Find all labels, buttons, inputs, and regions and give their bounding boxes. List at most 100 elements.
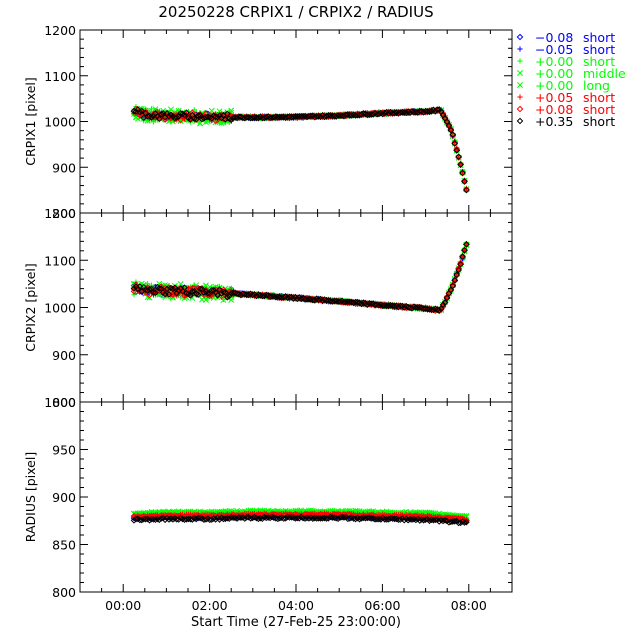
data-point [268, 293, 276, 300]
data-point [239, 290, 247, 298]
data-point [196, 514, 204, 522]
data-point [367, 300, 375, 307]
legend-marker [517, 82, 523, 88]
data-point [260, 513, 268, 521]
data-point [327, 513, 334, 521]
data-point [224, 293, 231, 301]
data-point [278, 113, 286, 121]
data-point [130, 285, 138, 292]
data-point [175, 287, 183, 295]
legend: −0.08 short −0.05 short +0.00 short +0.00 middl… [516, 30, 626, 129]
data-point [435, 306, 443, 314]
data-point [330, 514, 338, 521]
data-point [286, 293, 293, 301]
x-tick-label: 08:00 [451, 598, 487, 613]
data-point [227, 514, 235, 521]
data-point [336, 112, 344, 120]
data-point [288, 513, 295, 521]
data-point [299, 112, 307, 120]
x-tick-label: 00:00 [105, 598, 141, 613]
data-point [136, 108, 144, 116]
data-point [185, 515, 192, 523]
data-point [272, 113, 280, 120]
data-point [463, 518, 470, 526]
data-point [461, 178, 468, 185]
data-point [443, 118, 451, 126]
data-point [416, 107, 424, 115]
data-point [346, 298, 354, 306]
data-point [336, 298, 344, 306]
data-point [447, 126, 455, 134]
x-tick-label: 04:00 [278, 598, 314, 613]
legend-offset: +0.05 [535, 90, 573, 105]
data-point [387, 302, 394, 309]
legend-entry: −0.05 short [517, 42, 615, 57]
data-point [307, 295, 315, 303]
legend-marker [516, 117, 524, 125]
data-point [255, 114, 262, 122]
legend-mode: short [583, 42, 615, 57]
data-point [325, 112, 332, 119]
data-point [448, 287, 454, 293]
legend-offset: +0.08 [535, 102, 573, 117]
data-point [371, 301, 379, 309]
data-point [204, 113, 212, 121]
chart-title: 20250228 CRPIX1 / CRPIX2 / RADIUS [158, 3, 433, 21]
legend-mode: short [583, 114, 615, 129]
data-point [441, 517, 449, 524]
panels: 800 900 1000 1100 1200 CRPIX1 [pixel] 800 900 10… [23, 23, 513, 613]
legend-entry: +0.08 short [516, 102, 615, 117]
data-point [422, 107, 429, 115]
data-point [262, 291, 270, 299]
data-point [229, 514, 237, 522]
data-point [156, 280, 163, 287]
data-point [274, 293, 282, 300]
data-point [155, 285, 163, 292]
data-point [284, 113, 291, 121]
y-tick-label: 1000 [44, 115, 76, 130]
data-point [424, 305, 431, 313]
data-point [387, 514, 394, 522]
data-point [204, 290, 212, 297]
data-point [340, 514, 348, 521]
data-point [245, 114, 253, 121]
data-point [439, 301, 447, 309]
data-point [163, 114, 171, 121]
legend-marker [516, 33, 524, 41]
data-point [214, 114, 221, 121]
data-point [455, 153, 462, 161]
legend-mode: long [583, 78, 610, 93]
data-point [350, 111, 357, 119]
data-point [222, 289, 229, 296]
data-point [134, 285, 142, 293]
data-point [408, 516, 416, 523]
y-tick-label: 1100 [44, 69, 76, 84]
y-axis-label: CRPIX1 [pixel] [23, 77, 38, 165]
panel-radius: 800 850 900 950 1000 00:00 02:00 04:00 06:00 08:0… [23, 395, 513, 613]
data-point [200, 289, 208, 297]
data-point [453, 145, 461, 153]
data-point [443, 294, 451, 302]
data-point [455, 266, 462, 274]
y-tick-label: 850 [52, 538, 76, 553]
legend-entry: +0.00 short [517, 54, 615, 69]
data-point [398, 109, 406, 116]
data-point [325, 297, 332, 304]
data-point [432, 516, 439, 524]
data-point [433, 106, 441, 113]
data-point [249, 291, 256, 299]
data-point [391, 109, 398, 117]
data-point [257, 292, 264, 299]
data-point [453, 147, 461, 154]
panel-frame [79, 401, 513, 593]
data-point [157, 515, 165, 522]
legend-entry: +0.05 short [517, 90, 615, 105]
data-point [194, 291, 202, 299]
data-point [251, 114, 258, 121]
data-point [152, 289, 159, 297]
data-point [363, 514, 371, 522]
data-point [365, 514, 373, 522]
data-point [451, 276, 459, 284]
data-point [457, 261, 464, 268]
